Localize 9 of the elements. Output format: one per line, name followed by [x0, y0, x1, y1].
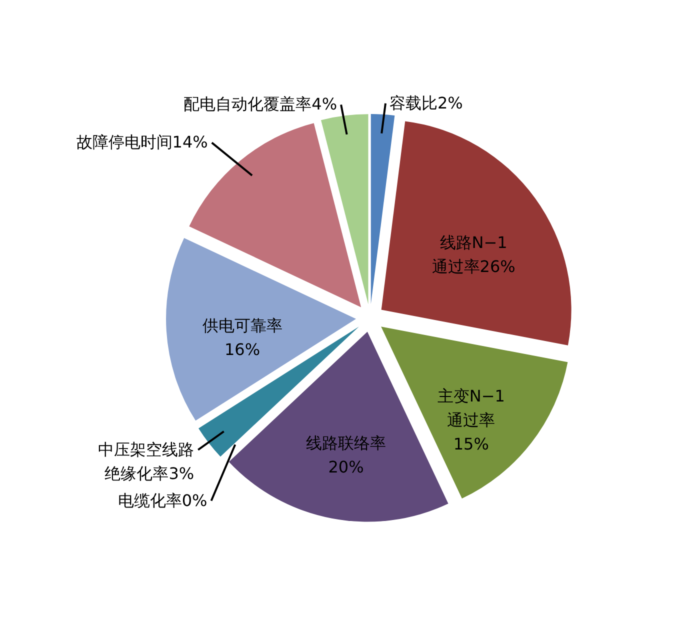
slice-label: 供电可靠率 16% [202, 316, 282, 360]
slice-label: 故障停电时间14% [76, 132, 208, 152]
slice-label: 容载比2% [390, 93, 463, 112]
slice-label: 配电自动化覆盖率4% [184, 94, 338, 114]
category-label: 电缆化率0% [118, 490, 208, 510]
slice-label: 中压架空线路绝缘化率3% [98, 440, 194, 483]
slice-label: 主变N−1 通过率 15% [437, 386, 505, 454]
slice-label: 线路联络率 20% [306, 434, 386, 477]
slice-label: 线路N−1 通过率26% [432, 232, 516, 276]
